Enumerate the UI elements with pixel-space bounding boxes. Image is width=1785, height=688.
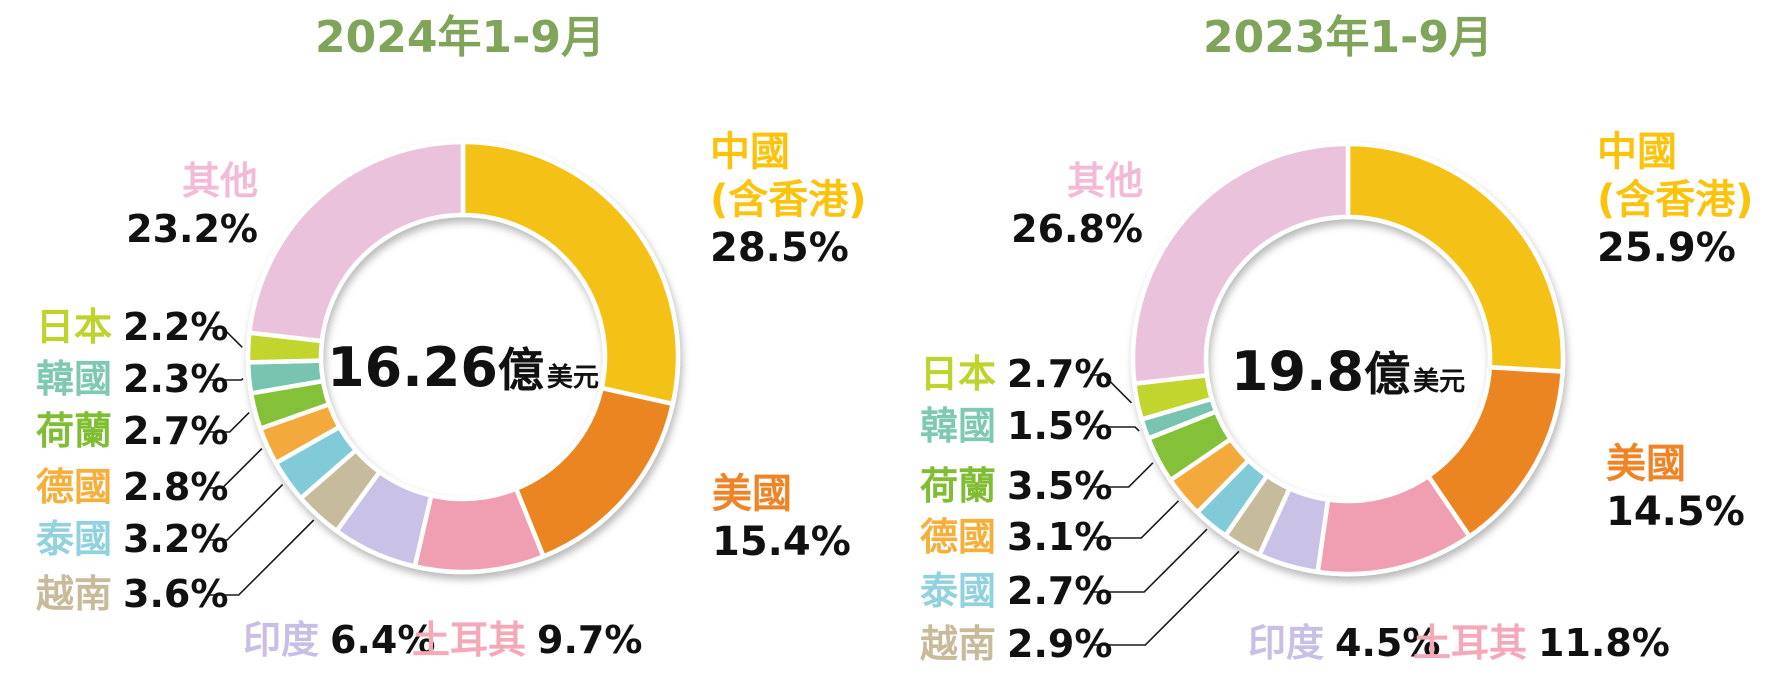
label-china-hk: (含香港)	[710, 177, 867, 223]
leader-line-thailand	[207, 484, 284, 541]
pct-japan: 2.7%	[1007, 352, 1113, 396]
pct-turkey: 11.8%	[1538, 621, 1670, 665]
pct-usa: 15.4%	[712, 519, 851, 565]
center-value: 16.26	[327, 336, 498, 399]
label-china-hk: (含香港)	[1597, 177, 1754, 223]
label-thailand: 泰國	[920, 569, 997, 613]
pct-netherlands: 3.5%	[1007, 464, 1113, 508]
label-row-germany: 德國 3.1%	[920, 518, 1112, 556]
label-netherlands: 荷蘭	[36, 409, 113, 453]
leader-line-netherlands	[1090, 462, 1154, 488]
label-row-india: 印度 4.5%	[1248, 624, 1440, 662]
label-row-korea: 韓國 2.3%	[36, 360, 228, 398]
label-row-netherlands: 荷蘭 3.5%	[920, 467, 1112, 505]
label-row-thailand: 泰國 2.7%	[920, 572, 1112, 610]
donut-2024	[245, 139, 681, 575]
donut-2023	[1130, 141, 1566, 577]
label-block-usa: 美國 14.5%	[1606, 444, 1745, 532]
label-india: 印度	[243, 618, 320, 662]
pct-netherlands: 2.7%	[123, 409, 229, 453]
label-row-india: 印度 6.4%	[243, 621, 435, 659]
chart-title-2024: 2024年1-9月	[315, 12, 605, 63]
leader-line-korea	[1090, 426, 1140, 432]
center-currency: 美元	[546, 363, 599, 393]
center-currency: 美元	[1413, 367, 1466, 397]
label-row-thailand: 泰國 3.2%	[36, 520, 228, 558]
pct-vietnam: 3.6%	[123, 572, 229, 616]
label-turkey: 土耳其	[1413, 621, 1528, 665]
label-china: 中國	[1597, 129, 1677, 175]
chart-title-2023: 2023年1-9月	[1203, 12, 1493, 63]
label-row-vietnam: 越南 2.9%	[920, 625, 1112, 663]
label-others: 其他	[1066, 159, 1143, 203]
pct-germany: 2.8%	[123, 465, 229, 509]
pct-others: 26.8%	[1011, 207, 1143, 251]
donut-slice-others	[1130, 141, 1351, 386]
leader-line-korea	[207, 377, 244, 381]
center-unit: 億	[1364, 347, 1411, 401]
label-turkey: 土耳其	[412, 618, 527, 662]
label-row-turkey: 土耳其 9.7%	[412, 621, 642, 659]
pct-others: 23.2%	[126, 207, 258, 251]
donut-slice-china	[460, 139, 681, 407]
label-usa: 美國	[1606, 441, 1686, 487]
pct-india: 4.5%	[1335, 621, 1441, 665]
pct-thailand: 2.7%	[1007, 569, 1113, 613]
label-india: 印度	[1248, 621, 1325, 665]
center-unit: 億	[497, 343, 544, 397]
label-block-usa: 美國 15.4%	[712, 474, 851, 562]
leader-line-vietnam	[1090, 550, 1240, 646]
pct-china: 25.9%	[1597, 225, 1736, 271]
label-row-vietnam: 越南 3.6%	[36, 575, 228, 613]
pct-korea: 2.3%	[123, 357, 229, 401]
leader-lines	[207, 327, 315, 596]
leader-line-thailand	[1090, 528, 1208, 593]
donut-slice-usa	[513, 385, 676, 559]
pct-india: 6.4%	[330, 618, 436, 662]
pct-thailand: 3.2%	[123, 517, 229, 561]
label-china: 中國	[710, 129, 790, 175]
center-total-2024: 16.26 億美元	[327, 341, 599, 395]
label-row-japan: 日本 2.7%	[920, 355, 1112, 393]
center-total-2023: 19.8 億美元	[1231, 345, 1465, 399]
label-thailand: 泰國	[36, 517, 113, 561]
label-germany: 德國	[36, 465, 113, 509]
leader-line-vietnam	[207, 519, 315, 596]
pct-usa: 14.5%	[1606, 489, 1745, 535]
pct-china: 28.5%	[710, 225, 849, 271]
label-japan: 日本	[920, 352, 997, 396]
label-row-germany: 德國 2.8%	[36, 468, 228, 506]
label-japan: 日本	[36, 305, 113, 349]
label-germany: 德國	[920, 515, 997, 559]
label-row-korea: 韓國 1.5%	[920, 407, 1112, 445]
leader-line-japan	[1090, 374, 1132, 404]
leader-lines	[1090, 374, 1240, 646]
label-block-china: 中國 (含香港) 25.9%	[1597, 132, 1754, 268]
leader-line-japan	[207, 327, 243, 348]
label-vietnam: 越南	[920, 622, 997, 666]
pct-korea: 1.5%	[1007, 404, 1113, 448]
label-row-netherlands: 荷蘭 2.7%	[36, 412, 228, 450]
leader-line-germany	[207, 448, 263, 489]
pct-germany: 3.1%	[1007, 515, 1113, 559]
donut-slice-others	[247, 139, 466, 344]
label-usa: 美國	[712, 471, 792, 517]
label-row-japan: 日本 2.2%	[36, 308, 228, 346]
pct-vietnam: 2.9%	[1007, 622, 1113, 666]
label-others: 其他	[181, 159, 258, 203]
label-row-turkey: 土耳其 11.8%	[1413, 624, 1670, 662]
label-korea: 韓國	[36, 357, 113, 401]
label-netherlands: 荷蘭	[920, 464, 997, 508]
donut-slice-china	[1345, 141, 1566, 374]
leader-line-netherlands	[207, 412, 250, 433]
label-vietnam: 越南	[36, 572, 113, 616]
label-block-china: 中國 (含香港) 28.5%	[710, 132, 867, 268]
pct-japan: 2.2%	[123, 305, 229, 349]
label-korea: 韓國	[920, 404, 997, 448]
leader-line-germany	[1090, 500, 1180, 539]
center-value: 19.8	[1230, 340, 1365, 403]
pct-turkey: 9.7%	[537, 618, 643, 662]
